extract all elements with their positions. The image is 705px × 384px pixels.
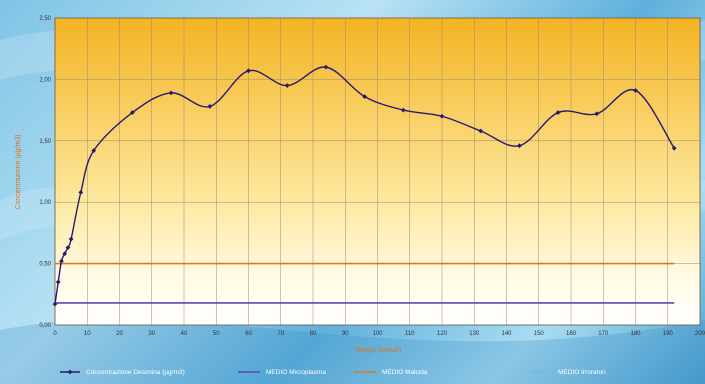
x-tick-label: 180	[630, 331, 641, 337]
legend: Concentrazione Desimina (µg/m3) MEDIO Mic…	[60, 369, 606, 376]
x-tick-label: 170	[598, 331, 609, 337]
data-point-0	[52, 301, 58, 307]
reference-lines	[55, 262, 675, 304]
y-tick-label: 1,50	[39, 139, 51, 145]
legend-marker	[67, 369, 73, 375]
x-tick-label: 70	[277, 331, 284, 337]
x-tick-label: 110	[405, 331, 415, 337]
y-axis-title: Concentrazione (µg/m3)	[15, 134, 22, 209]
x-tick-label: 190	[663, 331, 674, 337]
x-tick-label: 20	[116, 331, 123, 337]
data-point-21	[633, 88, 638, 93]
x-tick-label: 80	[310, 331, 317, 337]
x-axis-title: Tempo (minuti)	[355, 347, 401, 354]
x-tick-label: 60	[245, 331, 252, 337]
x-tick-label: 0	[53, 331, 57, 337]
grid	[54, 17, 701, 326]
data-point-10	[207, 104, 213, 109]
data-point-13	[323, 64, 329, 70]
legend-label-2: MEDIO Malcida	[382, 369, 428, 376]
data-point-7	[91, 148, 97, 154]
y-tick-label: 2,00	[39, 77, 51, 83]
series-group	[52, 64, 677, 307]
data-point-19	[555, 110, 561, 115]
data-point-15	[400, 107, 406, 113]
x-tick-labels: 0 10 20 30 40 50 60 70 80 90 100 110 120 130 140 150 160…	[53, 331, 705, 337]
data-point-3	[62, 251, 68, 257]
data-point-4	[65, 245, 71, 251]
x-tick-label: 40	[181, 331, 188, 337]
x-tick-label: 120	[437, 331, 448, 337]
x-tick-label: 200	[695, 331, 705, 337]
y-tick-label: 0,50	[39, 262, 51, 268]
y-tick-label: 1,00	[39, 200, 51, 206]
x-tick-label: 50	[213, 331, 220, 337]
x-tick-label: 150	[534, 331, 545, 337]
x-tick-label: 160	[566, 331, 577, 337]
data-point-14	[362, 94, 367, 99]
x-tick-label: 100	[372, 331, 383, 337]
data-point-20	[594, 111, 600, 117]
data-point-6	[78, 189, 84, 195]
x-tick-label: 90	[342, 331, 349, 337]
y-tick-label: 0,00	[39, 323, 51, 329]
x-tick-label: 10	[84, 331, 91, 337]
plot-border	[54, 17, 701, 326]
data-point-18	[517, 143, 522, 149]
data-point-11	[246, 68, 251, 74]
data-point-17	[478, 128, 484, 134]
y-tick-label: 2,50	[39, 16, 51, 22]
y-tick-labels: 0,00 0,50 1,00 1,50 2,00 2,50	[39, 16, 51, 329]
data-point-22	[671, 145, 677, 151]
legend-label-1: MEDIO Microplasma	[266, 369, 326, 376]
legend-label-3: MEDIO Irroratori	[558, 369, 606, 376]
data-point-1	[55, 279, 61, 285]
x-tick-label: 130	[469, 331, 480, 337]
legend-label-0: Concentrazione Desimina (µg/m3)	[86, 369, 185, 376]
data-point-2	[59, 258, 64, 264]
data-point-5	[68, 236, 74, 242]
data-point-12	[284, 83, 290, 88]
data-point-16	[439, 113, 445, 119]
data-point-8	[130, 110, 135, 115]
data-point-9	[168, 90, 174, 96]
x-tick-label: 140	[501, 331, 512, 337]
x-tick-label: 30	[148, 331, 155, 337]
